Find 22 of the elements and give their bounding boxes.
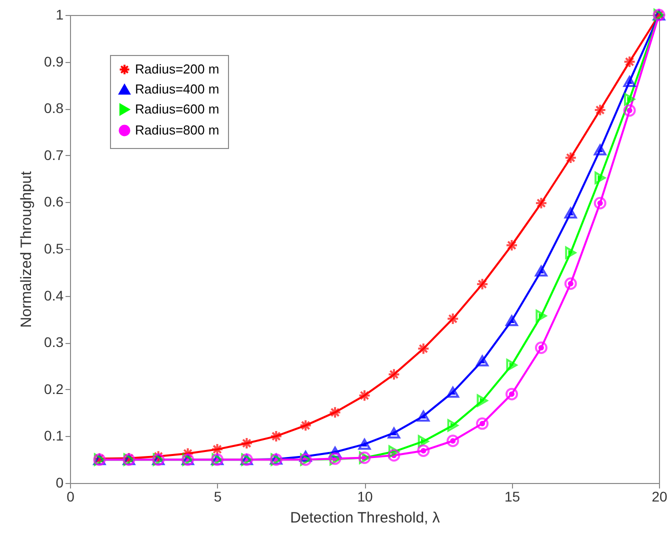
y-axis-title: Normalized Throughput (18, 170, 36, 328)
y-tick-label: 0 (56, 474, 64, 490)
y-tick-label: 0.1 (44, 428, 64, 444)
x-tick-label: 5 (214, 488, 222, 504)
y-tick-label: 0.3 (44, 334, 64, 350)
y-tick-label: 0.7 (44, 146, 64, 163)
y-tick-label: 0.8 (44, 100, 64, 116)
x-tick-label: 20 (652, 488, 668, 504)
y-tick-label: 1 (56, 6, 64, 22)
legend-label: Radius=800 m (135, 122, 220, 138)
y-tick-label: 0.4 (44, 287, 64, 304)
x-tick-label: 10 (357, 488, 373, 504)
legend-label: Radius=600 m (135, 102, 220, 116)
x-tick-label: 15 (504, 488, 520, 504)
y-tick-label: 0.5 (44, 240, 64, 256)
y-tick-label: 0.2 (44, 380, 64, 397)
y-tick-label: 0.9 (44, 53, 64, 70)
legend-label: Radius=400 m (135, 82, 220, 96)
legend-label: Radius=200 m (135, 62, 220, 76)
x-tick-label: 0 (66, 488, 75, 504)
x-axis-title: Detection Threshold, λ (290, 510, 440, 526)
y-tick-label: 0.6 (44, 194, 64, 210)
